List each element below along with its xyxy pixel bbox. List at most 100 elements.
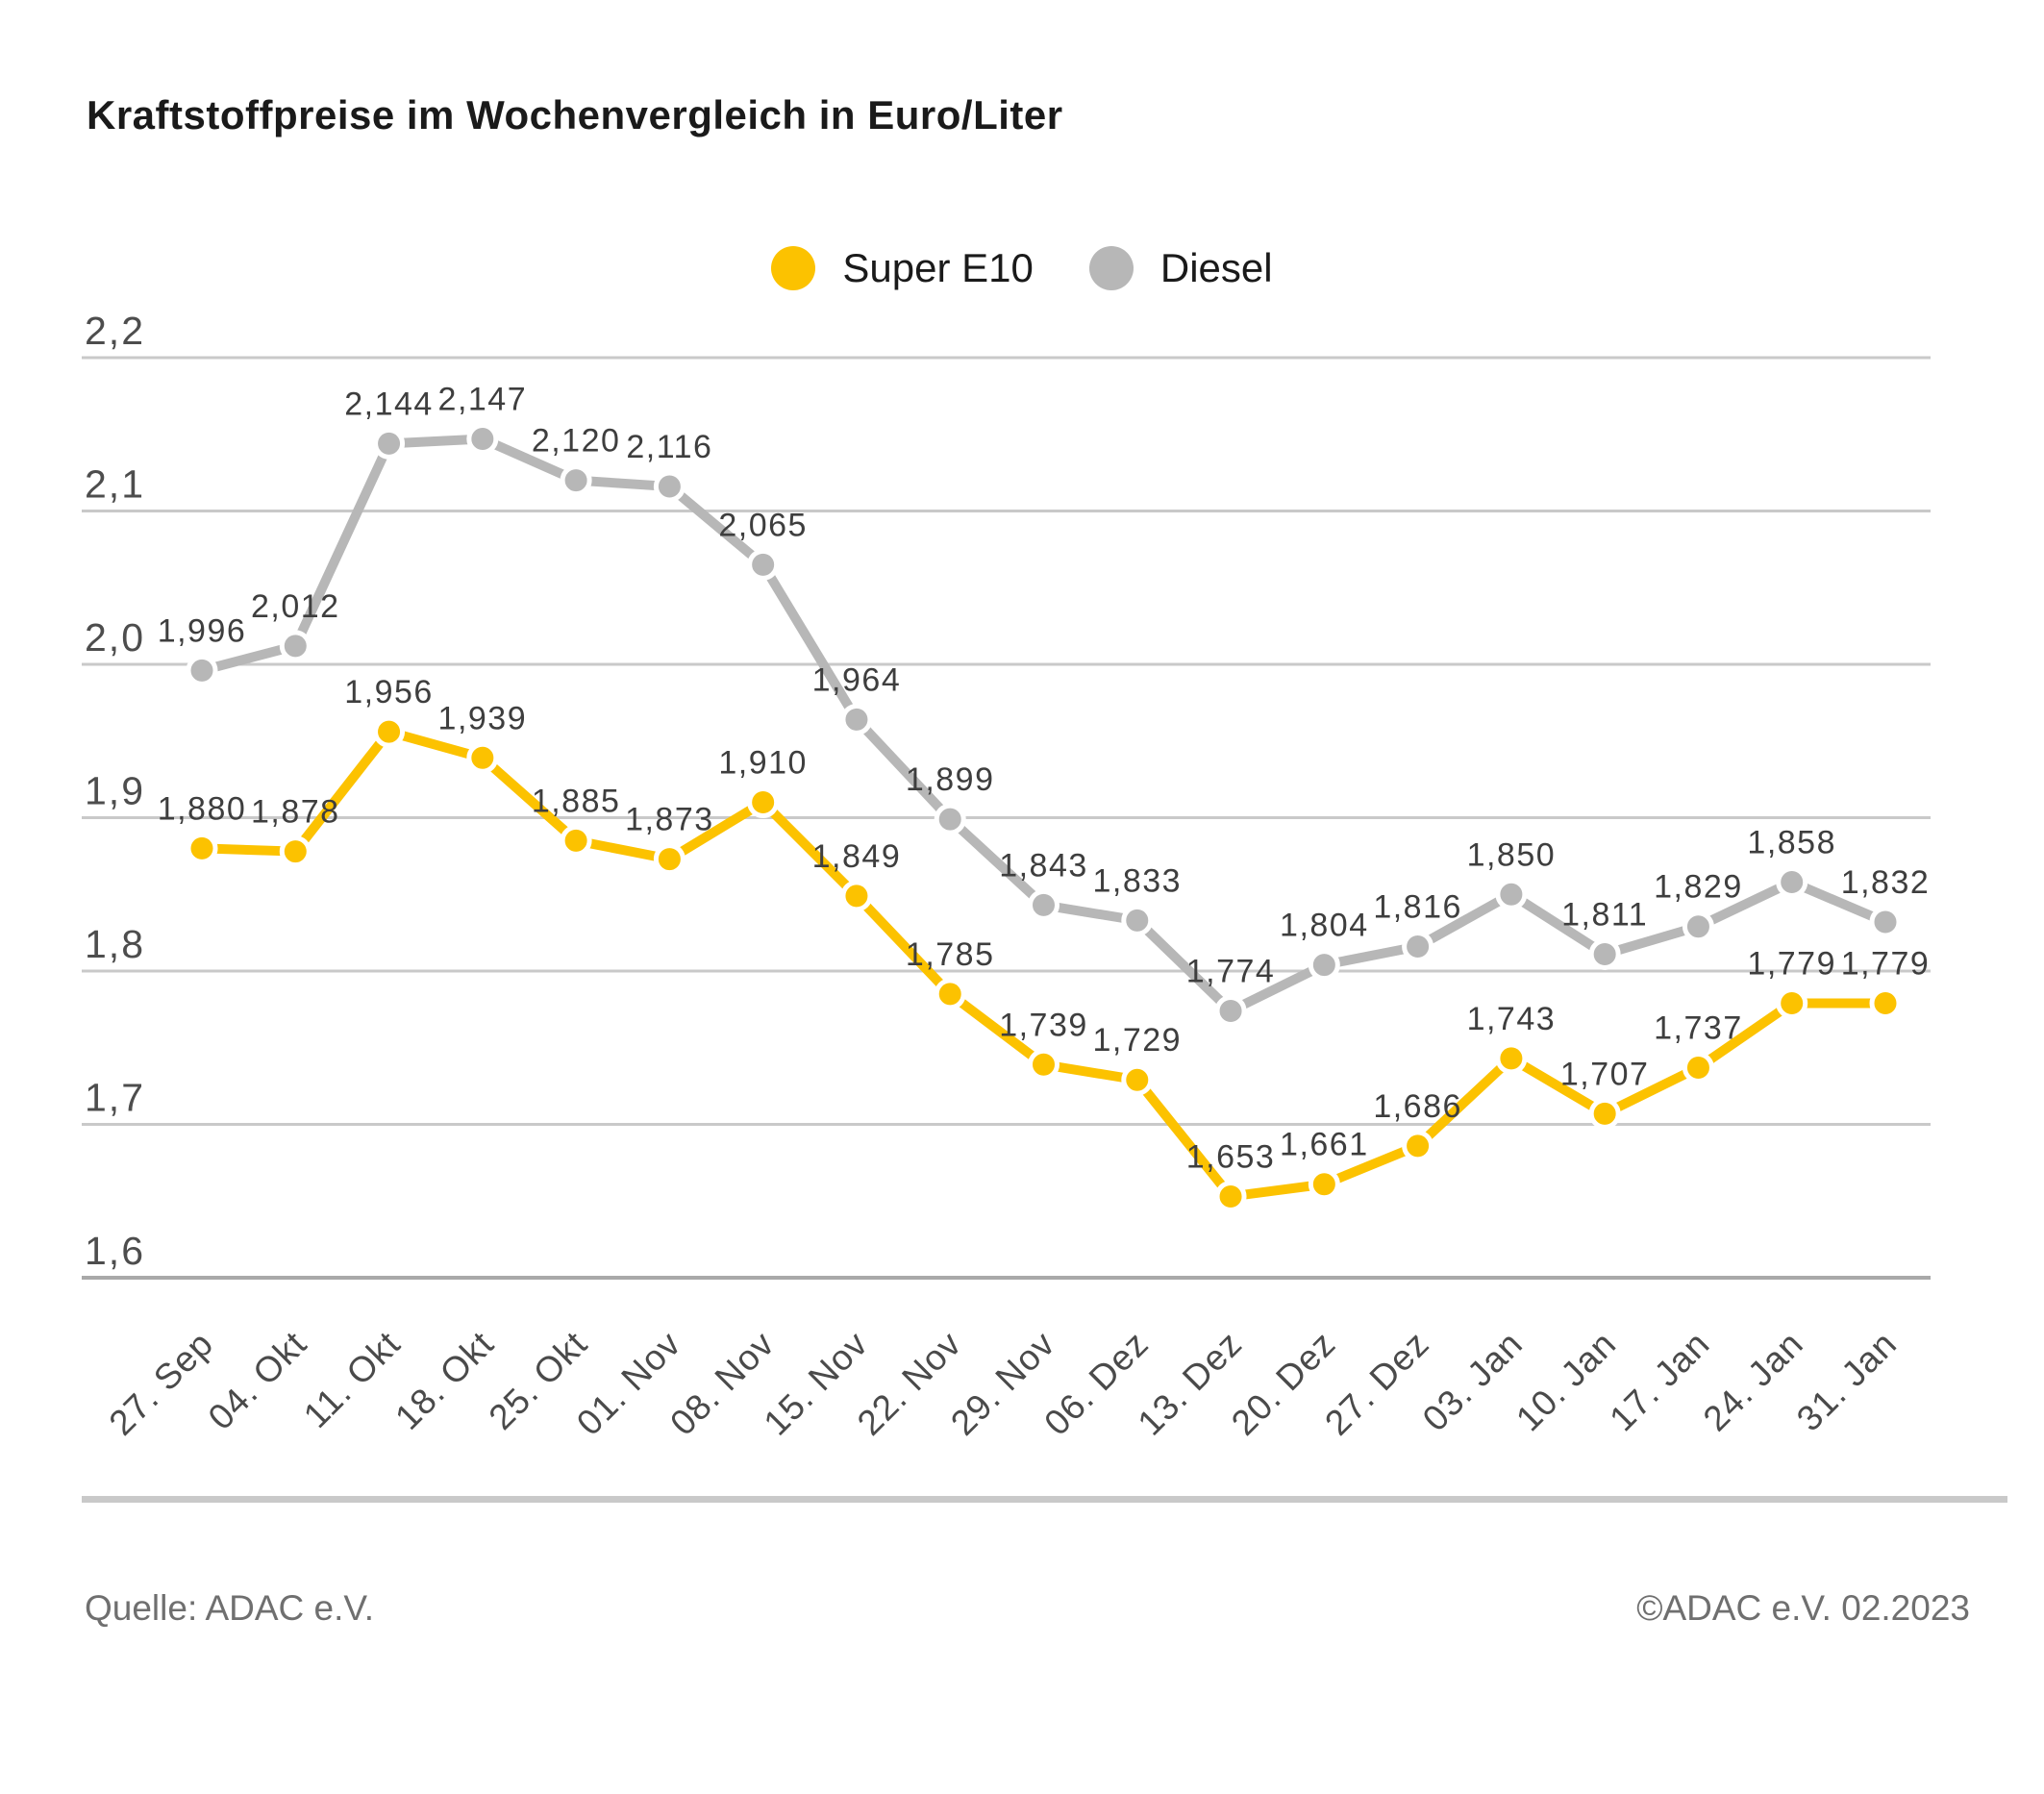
data-point-diesel <box>1308 949 1340 982</box>
point-label-super-e10: 1,661 <box>1280 1127 1369 1163</box>
point-label-diesel: 1,829 <box>1654 869 1743 906</box>
series-super-e10 <box>186 715 1902 1212</box>
data-point-diesel <box>934 803 966 835</box>
point-label-diesel: 1,833 <box>1092 862 1182 899</box>
point-label-diesel: 1,774 <box>1186 953 1276 989</box>
point-label-diesel: 1,811 <box>1561 896 1648 933</box>
footer-divider <box>82 1496 2007 1503</box>
point-label-diesel: 2,012 <box>251 588 340 625</box>
data-point-super-e10 <box>747 786 780 819</box>
data-point-diesel <box>1028 888 1059 921</box>
data-point-super-e10 <box>934 978 966 1010</box>
point-label-diesel: 2,147 <box>438 382 528 418</box>
x-tick-label: 27. Dez <box>1317 1324 1436 1443</box>
data-point-super-e10 <box>279 835 312 868</box>
point-label-diesel: 1,843 <box>999 847 1088 884</box>
legend-label-super-e10: Super E10 <box>842 245 1034 290</box>
data-point-super-e10 <box>1402 1130 1434 1162</box>
data-point-diesel <box>747 548 780 581</box>
chart-title: Kraftstoffpreise im Wochenvergleich in E… <box>87 92 1063 137</box>
x-tick-label: 01. Nov <box>569 1324 688 1443</box>
point-label-super-e10: 1,707 <box>1560 1056 1650 1092</box>
x-tick-label: 03. Jan <box>1415 1324 1531 1439</box>
data-point-super-e10 <box>466 741 499 774</box>
data-point-diesel <box>1495 878 1528 910</box>
x-tick-label: 11. Okt <box>296 1324 408 1435</box>
data-point-super-e10 <box>1214 1180 1247 1212</box>
data-point-diesel <box>560 464 592 497</box>
point-label-super-e10: 1,653 <box>1186 1138 1276 1175</box>
series-diesel <box>186 423 1902 1027</box>
x-tick-label: 13. Dez <box>1131 1324 1250 1443</box>
legend-item-diesel: Diesel <box>1088 245 1273 291</box>
x-tick-label: 04. Okt <box>201 1324 314 1437</box>
point-label-diesel: 1,996 <box>158 612 247 649</box>
point-label-diesel: 2,144 <box>344 386 434 422</box>
legend: Super E10 Diesel <box>0 245 2044 291</box>
x-tick-label: 29. Nov <box>943 1324 1062 1443</box>
data-point-super-e10 <box>1308 1168 1340 1201</box>
copyright-note: ©ADAC e.V. 02.2023 <box>1636 1588 1970 1628</box>
point-label-super-e10: 1,910 <box>718 745 808 782</box>
x-tick-label: 24. Jan <box>1696 1324 1811 1439</box>
point-label-super-e10: 1,779 <box>1747 945 1836 982</box>
data-point-diesel <box>1776 865 1808 898</box>
data-point-super-e10 <box>1869 986 1902 1019</box>
point-label-super-e10: 1,743 <box>1467 1001 1557 1037</box>
data-point-super-e10 <box>1776 986 1808 1019</box>
y-tick-labels: 2,2 2,1 2,0 1,9 1,8 1,7 1,6 <box>85 309 145 1273</box>
y-tick-label: 1,6 <box>85 1229 145 1273</box>
x-tick-label: 17. Jan <box>1602 1324 1717 1439</box>
data-point-super-e10 <box>186 832 218 864</box>
point-label-super-e10: 1,885 <box>532 783 621 819</box>
data-point-diesel <box>1869 906 1902 938</box>
point-label-super-e10: 1,739 <box>999 1007 1088 1043</box>
x-tick-label: 08. Nov <box>662 1324 782 1443</box>
x-tick-label: 22. Nov <box>850 1324 969 1443</box>
point-label-diesel: 2,120 <box>532 423 621 460</box>
data-point-diesel <box>1588 937 1621 970</box>
point-label-diesel: 2,065 <box>718 507 808 543</box>
legend-item-super-e10: Super E10 <box>771 245 1034 291</box>
data-point-diesel <box>840 703 873 735</box>
point-label-super-e10: 1,729 <box>1092 1022 1182 1059</box>
data-point-super-e10 <box>840 880 873 912</box>
y-tick-label: 1,8 <box>85 922 145 966</box>
data-point-super-e10 <box>560 824 592 857</box>
point-label-diesel: 2,116 <box>626 429 712 465</box>
point-label-super-e10: 1,880 <box>158 790 247 827</box>
data-point-diesel <box>1214 994 1247 1027</box>
x-tick-label: 18. Okt <box>387 1324 501 1437</box>
data-point-diesel <box>279 630 312 662</box>
data-point-super-e10 <box>653 843 685 876</box>
data-point-diesel <box>466 423 499 456</box>
point-label-diesel: 1,899 <box>906 761 995 798</box>
point-label-super-e10: 1,737 <box>1654 1009 1743 1046</box>
data-point-diesel <box>1402 930 1434 962</box>
x-tick-label: 10. Jan <box>1508 1324 1624 1439</box>
legend-swatch-diesel-icon <box>1088 246 1134 290</box>
point-label-super-e10: 1,939 <box>438 700 528 736</box>
data-point-super-e10 <box>1028 1048 1059 1081</box>
data-point-super-e10 <box>1495 1042 1528 1075</box>
x-tick-label: 27. Sep <box>102 1324 221 1443</box>
point-label-super-e10: 1,686 <box>1373 1088 1462 1125</box>
point-label-diesel: 1,832 <box>1841 864 1931 901</box>
point-label-diesel: 1,850 <box>1467 836 1557 873</box>
y-tick-label: 1,7 <box>85 1076 145 1120</box>
point-label-diesel: 1,804 <box>1280 908 1369 944</box>
data-point-super-e10 <box>1121 1063 1154 1096</box>
gridlines <box>82 356 1931 1280</box>
legend-label-diesel: Diesel <box>1159 245 1273 290</box>
data-point-diesel <box>373 427 406 460</box>
y-tick-label: 1,9 <box>85 769 145 813</box>
y-tick-label: 2,1 <box>85 462 145 507</box>
data-point-super-e10 <box>373 715 406 748</box>
point-label-super-e10: 1,873 <box>625 802 714 838</box>
data-point-super-e10 <box>1588 1097 1621 1130</box>
point-label-super-e10: 1,878 <box>251 794 340 831</box>
